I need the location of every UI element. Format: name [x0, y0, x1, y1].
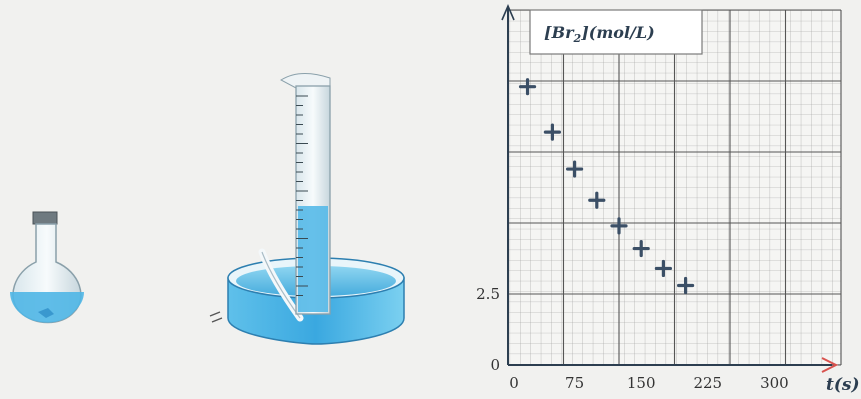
y-axis-arrow	[501, 3, 515, 21]
y-tick-label: 2.5	[476, 285, 500, 303]
title-subscript: 2	[573, 32, 582, 45]
x-tick-label: 150	[627, 374, 656, 392]
x-axis-arrow	[821, 357, 839, 373]
y-tick-labels: 02.5	[476, 285, 500, 374]
x-tick-label: 300	[760, 374, 789, 392]
y-tick-label: 0	[490, 356, 500, 374]
chart: 0 75 150 225 300 02.5 [Br2](mol/L) t(s)	[476, 3, 860, 395]
round-bottom-flask	[10, 211, 84, 324]
data-point	[632, 239, 650, 258]
data-point	[588, 191, 606, 209]
data-point	[543, 123, 562, 141]
flask-liquid	[10, 292, 84, 323]
x-tick-label: 75	[565, 374, 584, 392]
data-point	[565, 160, 584, 178]
delivery-tube	[258, 248, 304, 322]
flask-stopper	[32, 211, 58, 225]
data-points	[518, 78, 695, 295]
data-point	[610, 217, 628, 235]
graduated-cylinder	[280, 73, 331, 315]
chart-title: [Br2](mol/L)	[544, 23, 655, 45]
x-axis-label: t(s)	[826, 375, 860, 395]
x-tick-label: 0	[509, 374, 519, 392]
title-open: [	[544, 23, 552, 42]
data-point	[654, 259, 673, 278]
title-unit: (mol/L)	[589, 23, 655, 42]
title-close: ]	[580, 23, 589, 42]
x-tick-labels: 0 75 150 225 300	[509, 374, 788, 392]
chart-title-box: [Br2](mol/L)	[529, 9, 703, 55]
data-point	[518, 78, 537, 96]
data-point	[676, 276, 695, 295]
x-tick-label: 225	[693, 374, 722, 392]
title-species: Br	[551, 23, 576, 42]
